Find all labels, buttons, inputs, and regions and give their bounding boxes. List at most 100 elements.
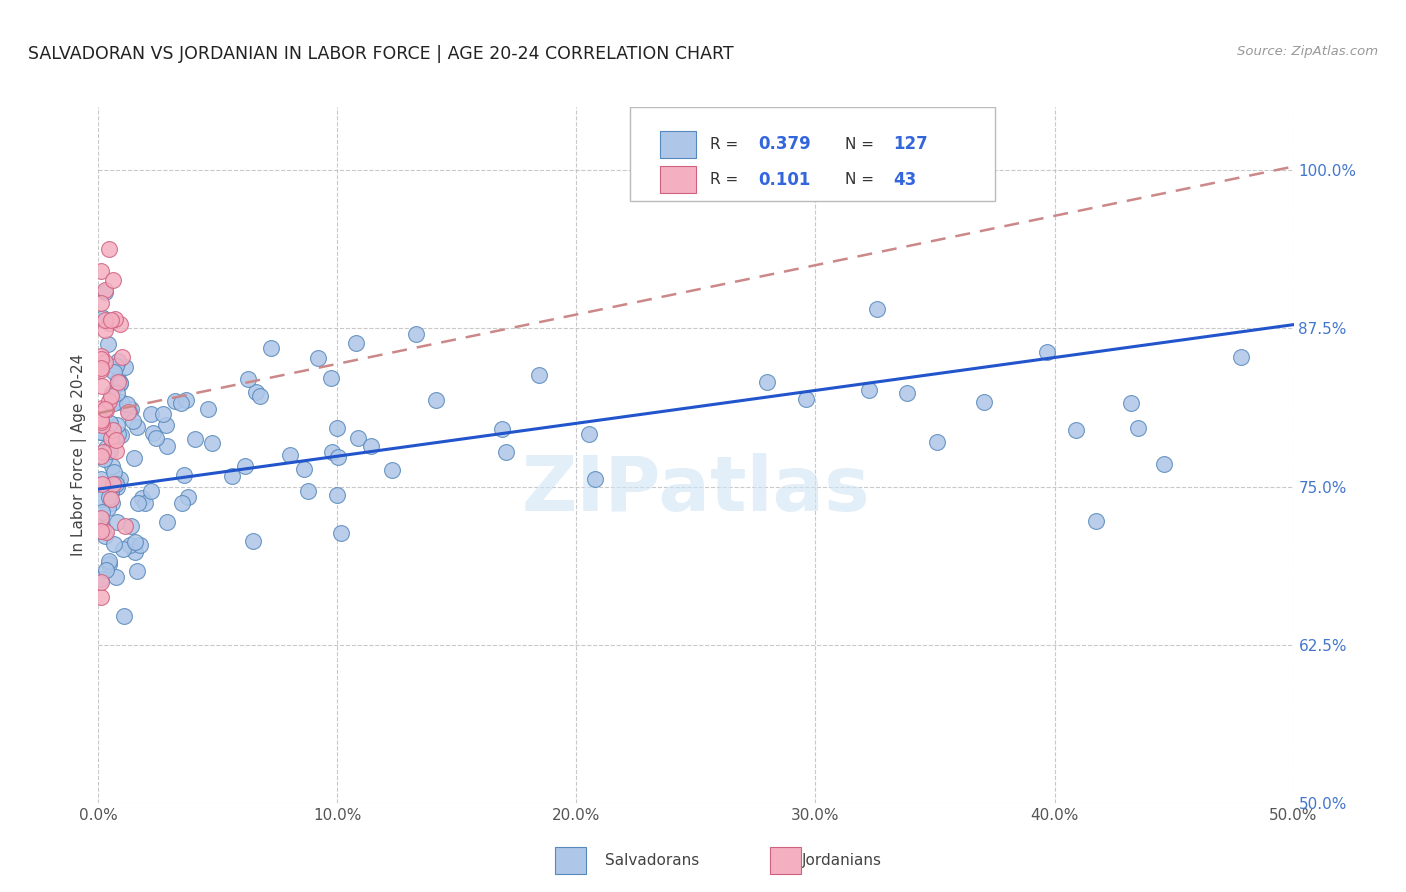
Point: [90, 450, 112, 464]
Point: [360, 440, 382, 454]
FancyBboxPatch shape: [661, 167, 696, 193]
Point: [117, 397, 139, 411]
Text: SALVADORAN VS JORDANIAN IN LABOR FORCE | AGE 20-24 CORRELATION CHART: SALVADORAN VS JORDANIAN IN LABOR FORCE |…: [28, 45, 734, 62]
Text: 127: 127: [893, 136, 928, 153]
Text: N =: N =: [845, 172, 875, 187]
Point: [1064, 423, 1087, 437]
Point: [97, 316, 120, 330]
Point: [114, 359, 136, 374]
Point: [91, 418, 114, 433]
Point: [93, 451, 115, 466]
Point: [145, 431, 167, 445]
Point: [131, 491, 153, 505]
Point: [120, 539, 142, 553]
Point: [405, 327, 427, 342]
Point: [134, 496, 156, 510]
Point: [101, 496, 124, 510]
Point: [896, 385, 918, 400]
Point: [94, 312, 117, 326]
Point: [103, 537, 125, 551]
Point: [858, 383, 880, 397]
Point: [100, 459, 122, 474]
Point: [104, 570, 127, 584]
Point: [321, 445, 343, 459]
Point: [249, 389, 271, 403]
Point: [866, 301, 889, 316]
Point: [90, 590, 112, 604]
Point: [105, 477, 128, 491]
Point: [105, 480, 128, 494]
Point: [1121, 396, 1143, 410]
Point: [117, 405, 139, 419]
Point: [104, 434, 127, 448]
Point: [91, 445, 114, 459]
Point: [238, 372, 260, 386]
Point: [927, 434, 949, 449]
Point: [156, 515, 179, 529]
Point: [91, 522, 114, 536]
Point: [197, 401, 219, 416]
Point: [110, 394, 132, 409]
Point: [94, 563, 117, 577]
Point: [118, 405, 141, 419]
Point: [100, 491, 122, 506]
Point: [578, 427, 600, 442]
Point: [114, 519, 136, 533]
FancyBboxPatch shape: [630, 107, 995, 201]
Point: [97, 242, 120, 256]
Point: [121, 414, 143, 428]
Point: [100, 485, 122, 500]
Point: [101, 423, 124, 437]
Point: [98, 443, 121, 458]
Point: [104, 443, 127, 458]
Point: [1084, 514, 1107, 528]
Text: Source: ZipAtlas.com: Source: ZipAtlas.com: [1237, 45, 1378, 58]
Point: [139, 483, 162, 498]
Point: [278, 448, 301, 462]
Point: [321, 371, 343, 385]
Point: [755, 376, 778, 390]
Point: [98, 417, 121, 431]
Point: [529, 368, 551, 382]
Point: [108, 471, 131, 485]
Point: [221, 469, 243, 483]
Point: [173, 467, 195, 482]
Point: [242, 533, 264, 548]
Point: [94, 525, 117, 540]
Point: [292, 462, 315, 476]
Point: [105, 359, 128, 374]
Point: [325, 488, 347, 502]
Point: [94, 403, 117, 417]
Point: [94, 285, 117, 300]
Text: 0.379: 0.379: [758, 136, 811, 153]
Point: [127, 565, 149, 579]
Point: [90, 574, 112, 589]
Point: [107, 371, 129, 385]
Point: [90, 361, 112, 376]
Text: 0.101: 0.101: [758, 170, 810, 188]
Point: [90, 379, 112, 393]
Point: [794, 392, 817, 406]
Point: [245, 384, 267, 399]
Y-axis label: In Labor Force | Age 20-24: In Labor Force | Age 20-24: [72, 354, 87, 556]
Point: [165, 393, 187, 408]
Point: [97, 337, 120, 351]
Point: [104, 476, 127, 491]
Point: [127, 420, 149, 434]
Point: [108, 318, 131, 332]
Point: [174, 392, 197, 407]
Point: [425, 393, 447, 408]
Point: [90, 572, 112, 586]
Point: [90, 416, 112, 430]
Point: [120, 402, 142, 417]
Text: ZIPatlas: ZIPatlas: [522, 453, 870, 526]
Point: [111, 541, 134, 556]
Point: [307, 351, 329, 365]
Point: [90, 524, 112, 538]
Point: [90, 510, 112, 524]
Point: [201, 435, 224, 450]
Point: [94, 528, 117, 542]
Point: [101, 386, 124, 401]
Point: [94, 283, 117, 297]
Point: [90, 524, 112, 538]
